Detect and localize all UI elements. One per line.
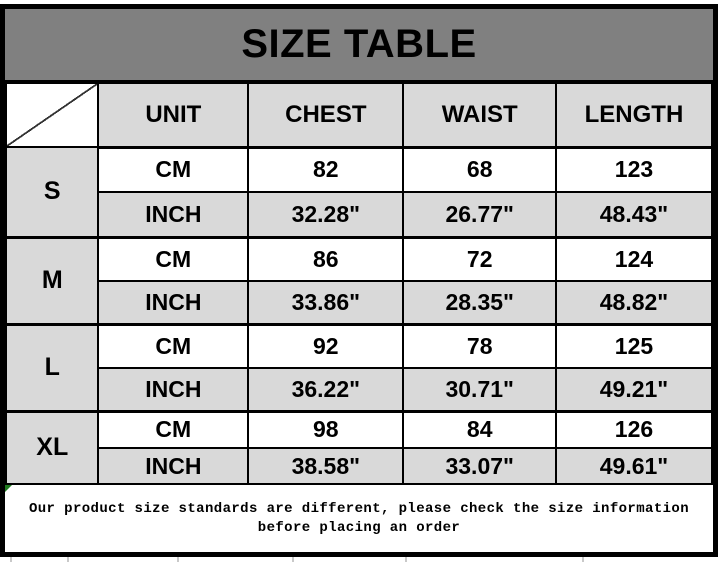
diagonal-cell xyxy=(4,82,100,148)
table-row: INCH 33.86" 28.35" 48.82" xyxy=(6,280,714,325)
cell-s-cm-chest: 82 xyxy=(247,146,405,193)
table-row: XL CM 98 84 126 xyxy=(4,409,714,485)
grid-stub xyxy=(67,557,69,562)
cell-xl-cm-waist: 84 xyxy=(402,409,557,449)
unit-inch-label-m: INCH xyxy=(97,280,250,325)
cell-xl-inch-waist: 33.07" xyxy=(402,447,557,485)
excel-corner-flag-icon xyxy=(5,485,12,492)
title-bar: SIZE TABLE xyxy=(5,9,713,82)
cell-xl-cm-chest: 98 xyxy=(247,409,405,449)
header-row: UNIT CHEST WAIST LENGTH xyxy=(4,82,714,149)
table-row: M CM 86 72 124 xyxy=(4,235,714,325)
grid-stub xyxy=(292,557,294,562)
cell-s-inch-waist: 26.77" xyxy=(402,191,557,238)
note-line-1: Our product size standards are different… xyxy=(28,500,690,517)
table-row: S CM 82 68 123 xyxy=(4,146,714,238)
cell-s-cm-waist: 68 xyxy=(402,146,557,193)
cell-m-cm-length: 124 xyxy=(554,235,714,282)
col-header-waist: WAIST xyxy=(402,82,557,149)
table-row: INCH 32.28" 26.77" 48.43" xyxy=(6,191,714,238)
col-header-length: LENGTH xyxy=(554,82,714,149)
size-table: UNIT CHEST WAIST LENGTH S CM 82 68 123 I… xyxy=(4,82,714,485)
table-row: L CM 92 78 125 xyxy=(4,322,714,412)
grid-stub xyxy=(10,557,12,562)
unit-cm-label-l: CM xyxy=(97,322,250,369)
unit-inch-label-l: INCH xyxy=(97,367,250,412)
cell-m-cm-waist: 72 xyxy=(402,235,557,282)
table-row: INCH 38.58" 33.07" 49.61" xyxy=(6,447,714,485)
grid-stub xyxy=(582,557,584,562)
cell-l-cm-waist: 78 xyxy=(402,322,557,369)
footer-note: Our product size standards are different… xyxy=(5,485,713,552)
cell-m-inch-waist: 28.35" xyxy=(402,280,557,325)
cell-s-inch-chest: 32.28" xyxy=(247,191,405,238)
size-label-m: M xyxy=(4,235,100,325)
cell-m-inch-chest: 33.86" xyxy=(247,280,405,325)
cell-l-inch-length: 49.21" xyxy=(554,367,714,412)
size-label-l: L xyxy=(4,322,100,412)
cell-l-inch-waist: 30.71" xyxy=(402,367,557,412)
unit-inch-label-s: INCH xyxy=(97,191,250,238)
col-header-unit: UNIT xyxy=(97,82,250,149)
grid-stub xyxy=(405,557,407,562)
cell-s-cm-length: 123 xyxy=(554,146,714,193)
cell-l-inch-chest: 36.22" xyxy=(247,367,405,412)
col-header-chest: CHEST xyxy=(247,82,405,149)
cell-l-cm-chest: 92 xyxy=(247,322,405,369)
cell-l-cm-length: 125 xyxy=(554,322,714,369)
cell-xl-inch-chest: 38.58" xyxy=(247,447,405,485)
unit-inch-label-xl: INCH xyxy=(97,447,250,485)
size-table-frame: SIZE TABLE UNIT CHEST WAIST LENGTH xyxy=(0,4,718,557)
page-title: SIZE TABLE xyxy=(241,22,477,66)
grid-stub xyxy=(177,557,179,562)
cell-s-inch-length: 48.43" xyxy=(554,191,714,238)
size-label-xl: XL xyxy=(4,409,100,485)
cell-xl-inch-length: 49.61" xyxy=(554,447,714,485)
cell-m-inch-length: 48.82" xyxy=(554,280,714,325)
note-line-2: before placing an order xyxy=(257,519,461,536)
size-label-s: S xyxy=(4,146,100,238)
cell-m-cm-chest: 86 xyxy=(247,235,405,282)
unit-cm-label-xl: CM xyxy=(97,409,250,449)
unit-cm-label-m: CM xyxy=(97,235,250,282)
cell-xl-cm-length: 126 xyxy=(554,409,714,449)
table-row: INCH 36.22" 30.71" 49.21" xyxy=(6,367,714,412)
unit-cm-label-s: CM xyxy=(97,146,250,193)
